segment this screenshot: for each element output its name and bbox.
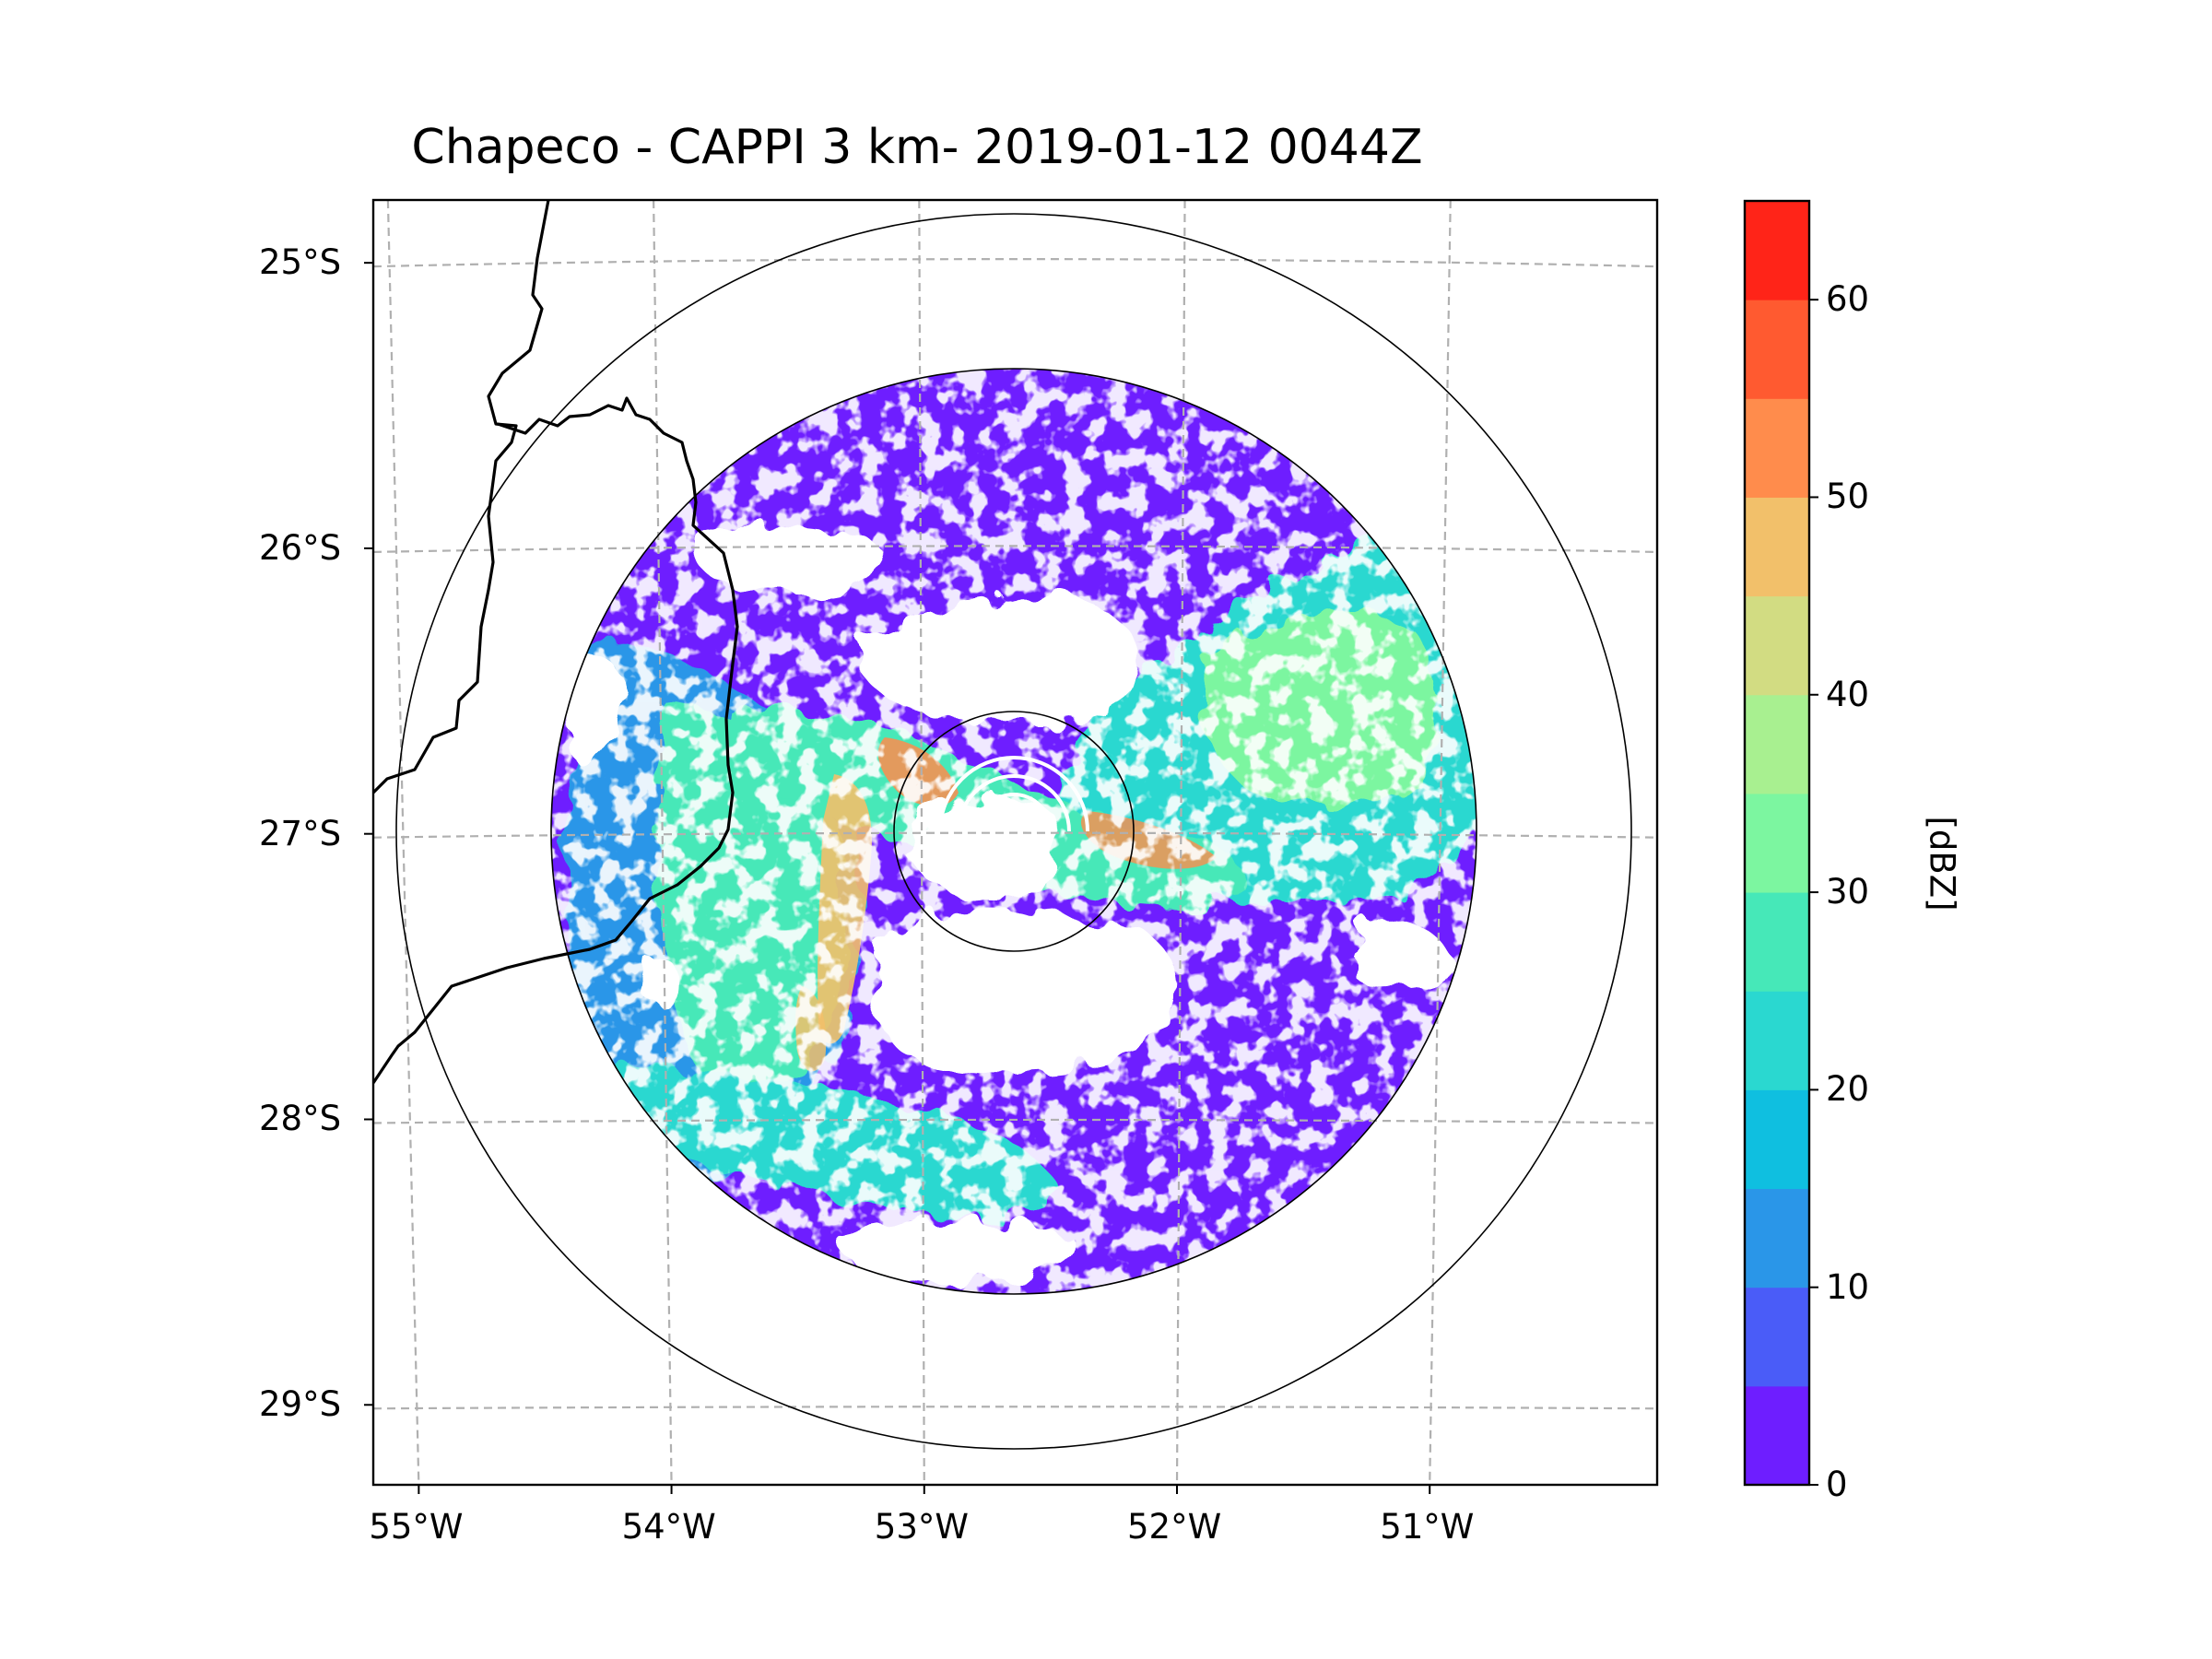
meridian-55°W [386,200,420,1485]
colorbar-bin [1745,398,1809,498]
colorbar-bin [1745,300,1809,399]
parallel-27°S [373,831,1657,839]
colorbar-bin [1745,793,1809,893]
range-ring-outer [395,213,1632,1450]
colorbar-bin [1745,991,1809,1090]
y-tick-label: 28°S [259,1099,342,1139]
range-ring-middle [550,368,1477,1295]
colorbar-unit-label: [dBZ] [1922,816,1962,912]
x-tick-label: 53°W [874,1507,969,1547]
colorbar-bin [1745,1287,1809,1387]
colorbar [1745,201,1818,1486]
parallel-26°S [373,545,1657,554]
x-tick-label: 52°W [1126,1507,1222,1547]
y-tick-label: 27°S [259,813,342,853]
x-tick-label: 55°W [369,1507,464,1547]
colorbar-tick-label: 10 [1826,1266,1870,1307]
colorbar-bin [1745,694,1809,794]
colorbar-tick-label: 30 [1826,872,1870,912]
border-line-west [373,200,550,794]
echo-speckle [551,369,1477,1294]
colorbar-tick-label: 40 [1826,674,1870,714]
y-tick-label: 25°S [259,242,342,283]
colorbar-frame [1743,199,1811,1487]
colorbar-bin [1745,1089,1809,1190]
chart-title: Chapeco - CAPPI 3 km- 2019-01-12 0044Z [411,120,1423,175]
colorbar-tick-label: 20 [1826,1069,1870,1110]
colorbar-tick-label: 50 [1826,477,1870,517]
graticule [373,200,1657,1485]
colorbar-bin [1745,497,1809,597]
colorbar-bin [1745,892,1809,992]
state-borders [373,200,739,1084]
colorbar-tick-label: 60 [1826,279,1870,320]
axes-frame [371,198,1659,1487]
parallel-29°S [373,1406,1657,1410]
center-arcs [938,756,1089,832]
meridian-54°W [653,200,673,1485]
colorbar-bin [1745,201,1809,300]
y-tick-label: 26°S [259,527,342,568]
parallel-25°S [373,258,1657,268]
range-rings [395,213,1632,1450]
meridian-51°W [1429,200,1452,1485]
colorbar-bin [1745,595,1809,696]
y-tick-label: 29°S [259,1384,342,1425]
range-ring-inner [893,711,1135,952]
x-tick-label: 51°W [1380,1507,1475,1547]
meridian-53°W [918,200,925,1485]
colorbar-bin [1745,1385,1809,1486]
border-line-east [373,396,739,1084]
x-tick-label: 54°W [621,1507,716,1547]
parallel-28°S [373,1118,1657,1124]
colorbar-bin [1745,1188,1809,1288]
meridian-52°W [1175,200,1186,1485]
colorbar-tick-label: 0 [1826,1465,1848,1504]
